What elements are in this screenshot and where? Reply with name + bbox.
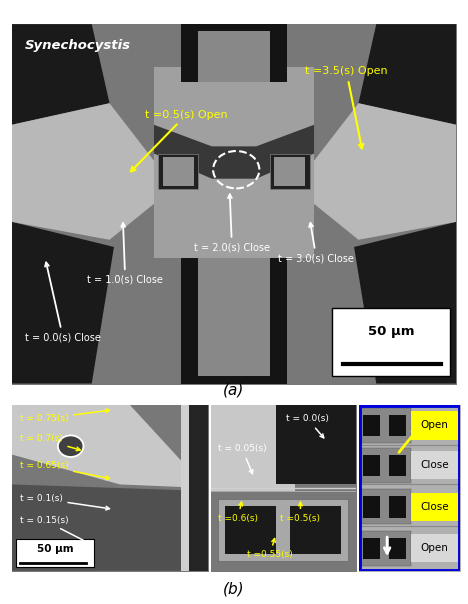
Polygon shape: [154, 125, 314, 179]
Polygon shape: [12, 405, 198, 488]
Text: t = 0.7(s): t = 0.7(s): [20, 434, 80, 451]
FancyBboxPatch shape: [290, 506, 341, 554]
Polygon shape: [358, 24, 456, 125]
Text: t =0.5(s) Open: t =0.5(s) Open: [131, 109, 228, 172]
FancyBboxPatch shape: [411, 493, 458, 521]
FancyBboxPatch shape: [363, 454, 380, 476]
FancyBboxPatch shape: [363, 538, 380, 559]
Text: t =0.6(s): t =0.6(s): [218, 502, 258, 523]
Text: t = 0.65(s): t = 0.65(s): [20, 461, 110, 480]
FancyBboxPatch shape: [363, 496, 380, 518]
Polygon shape: [314, 103, 456, 240]
Polygon shape: [354, 222, 456, 384]
Polygon shape: [12, 103, 154, 240]
Text: t = 0.05(s): t = 0.05(s): [218, 444, 266, 474]
FancyBboxPatch shape: [15, 539, 94, 568]
FancyBboxPatch shape: [389, 414, 406, 436]
FancyBboxPatch shape: [389, 496, 406, 518]
Text: t =0.55(s): t =0.55(s): [247, 539, 292, 559]
Text: t = 0.75(s): t = 0.75(s): [20, 409, 110, 423]
FancyBboxPatch shape: [270, 153, 310, 190]
Text: 50 μm: 50 μm: [368, 325, 414, 338]
Polygon shape: [211, 405, 295, 491]
FancyBboxPatch shape: [332, 308, 450, 376]
Text: t = 0.1(s): t = 0.1(s): [20, 494, 110, 510]
Text: Open: Open: [420, 420, 448, 431]
Text: t = 1.0(s) Close: t = 1.0(s) Close: [88, 223, 163, 285]
Text: t = 0.0(s) Close: t = 0.0(s) Close: [25, 262, 101, 342]
Text: t = 2.0(s) Close: t = 2.0(s) Close: [194, 194, 270, 252]
Polygon shape: [12, 24, 110, 125]
FancyBboxPatch shape: [361, 408, 411, 443]
Polygon shape: [154, 67, 314, 258]
Polygon shape: [181, 258, 287, 384]
FancyBboxPatch shape: [363, 414, 380, 436]
Text: Synechocystis: Synechocystis: [25, 39, 131, 53]
FancyBboxPatch shape: [274, 157, 305, 186]
Text: t = 3.0(s) Close: t = 3.0(s) Close: [278, 223, 354, 263]
FancyBboxPatch shape: [163, 157, 194, 186]
Text: t =3.5(s) Open: t =3.5(s) Open: [305, 66, 388, 149]
FancyBboxPatch shape: [411, 411, 458, 440]
Polygon shape: [12, 484, 208, 571]
Text: t = 0.15(s): t = 0.15(s): [20, 516, 90, 544]
FancyBboxPatch shape: [225, 506, 276, 554]
FancyBboxPatch shape: [361, 448, 411, 483]
FancyBboxPatch shape: [389, 538, 406, 559]
Text: t = 0.0(s): t = 0.0(s): [286, 414, 329, 438]
FancyBboxPatch shape: [185, 405, 208, 571]
Polygon shape: [276, 405, 356, 484]
FancyBboxPatch shape: [158, 153, 198, 190]
FancyBboxPatch shape: [411, 534, 458, 562]
FancyBboxPatch shape: [389, 454, 406, 476]
Text: Close: Close: [420, 460, 449, 471]
FancyBboxPatch shape: [411, 451, 458, 480]
FancyBboxPatch shape: [361, 489, 411, 524]
Circle shape: [58, 435, 83, 457]
Polygon shape: [12, 222, 114, 384]
FancyBboxPatch shape: [361, 531, 411, 566]
Text: 50 μm: 50 μm: [37, 544, 73, 554]
Text: t =0.5(s): t =0.5(s): [280, 502, 320, 523]
Text: Close: Close: [420, 502, 449, 512]
FancyBboxPatch shape: [218, 500, 349, 561]
Polygon shape: [198, 31, 270, 82]
FancyBboxPatch shape: [181, 405, 189, 571]
Polygon shape: [198, 258, 270, 376]
Text: (a): (a): [223, 382, 245, 397]
Text: (b): (b): [223, 582, 245, 596]
Polygon shape: [181, 24, 287, 82]
Text: Open: Open: [420, 544, 448, 553]
